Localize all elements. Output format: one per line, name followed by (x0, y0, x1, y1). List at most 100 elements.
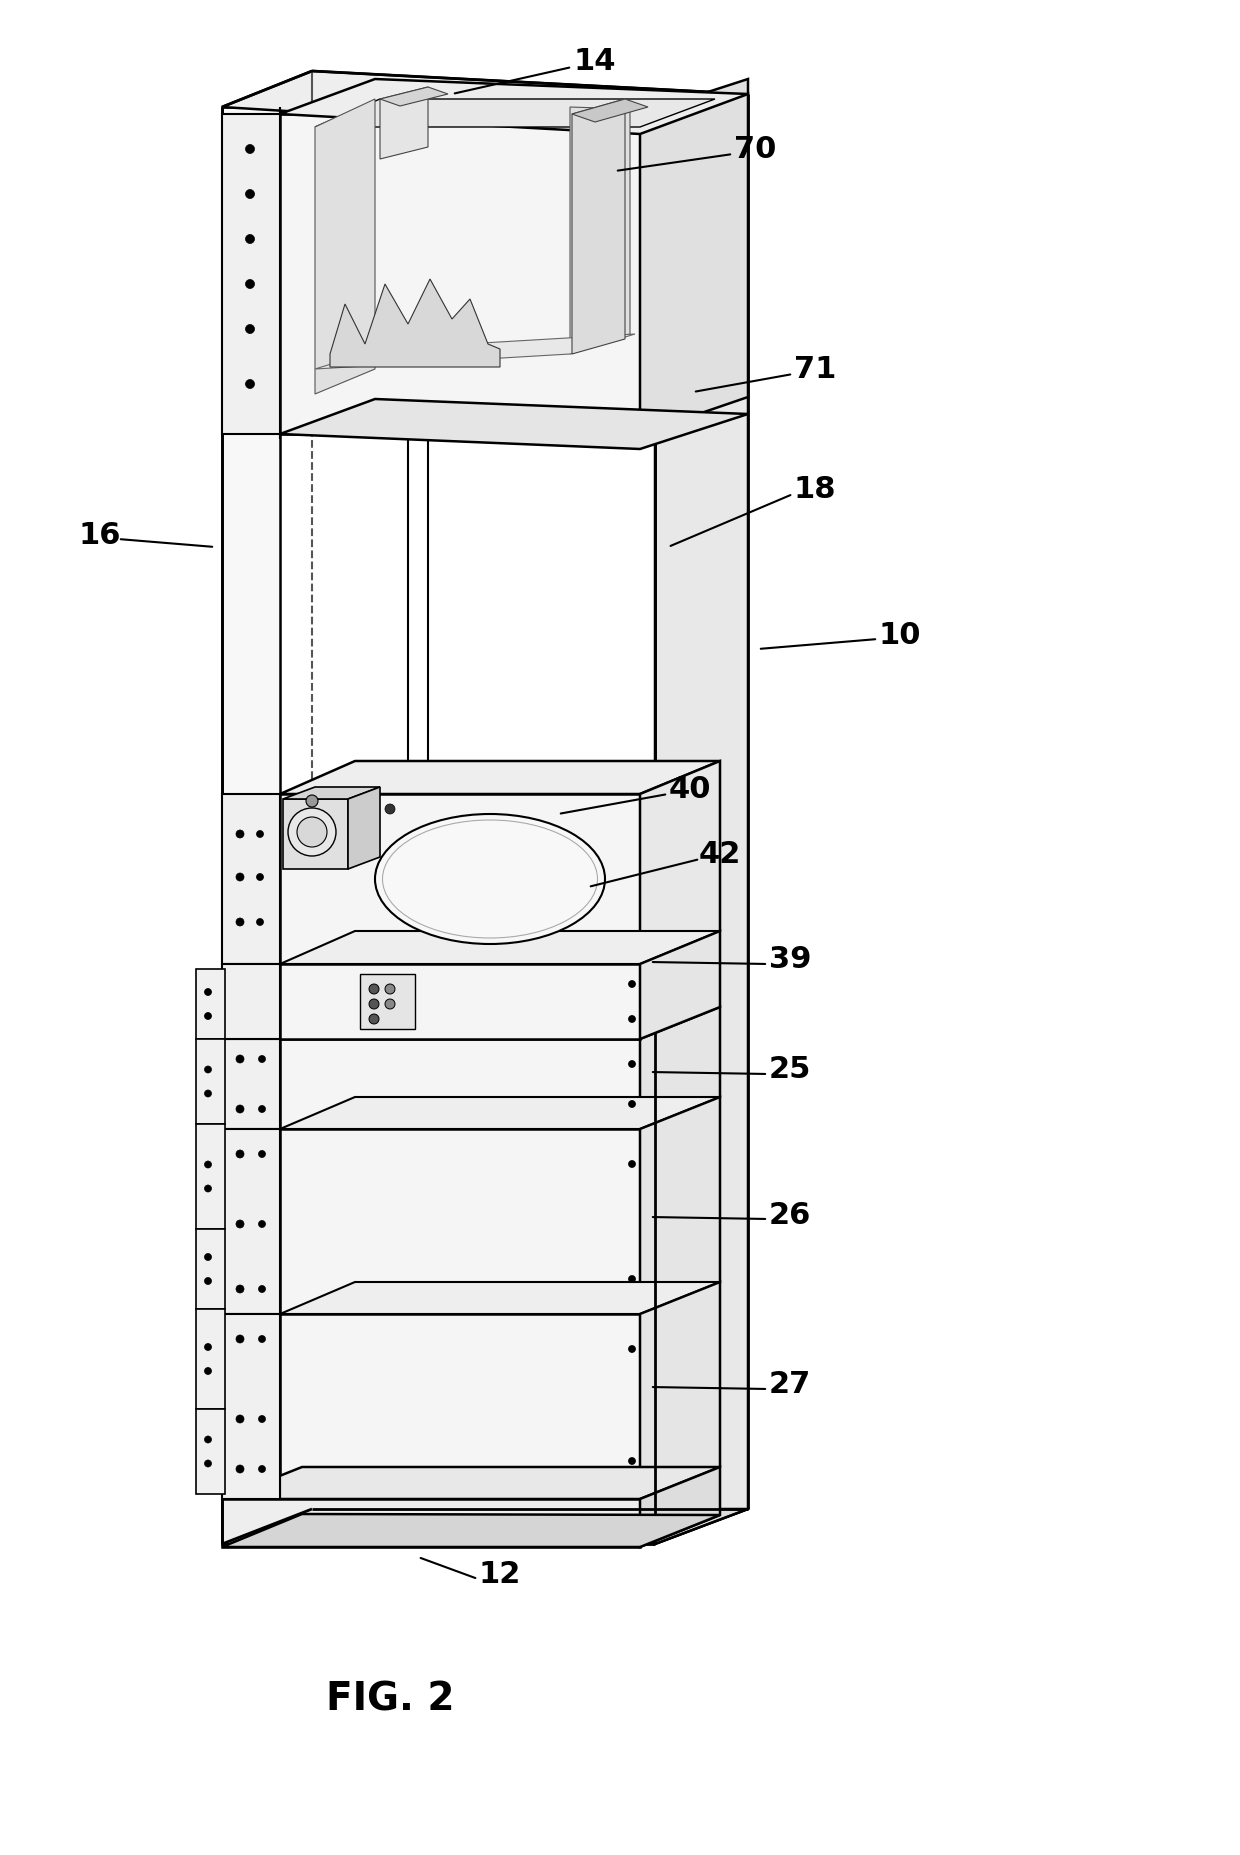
Polygon shape (196, 970, 224, 1039)
Polygon shape (196, 1124, 224, 1230)
Circle shape (205, 1436, 212, 1443)
Circle shape (236, 831, 244, 838)
Circle shape (629, 981, 635, 989)
Circle shape (205, 1367, 212, 1375)
Polygon shape (280, 1007, 720, 1039)
Polygon shape (196, 1039, 224, 1124)
Text: 40: 40 (668, 775, 712, 803)
Circle shape (236, 1221, 244, 1228)
Circle shape (205, 1091, 212, 1098)
Polygon shape (570, 108, 630, 354)
Circle shape (236, 918, 244, 926)
Polygon shape (222, 72, 748, 135)
Circle shape (629, 1100, 635, 1107)
Polygon shape (640, 931, 720, 1039)
Text: 71: 71 (794, 356, 836, 384)
Polygon shape (280, 794, 640, 965)
Text: 25: 25 (769, 1055, 811, 1083)
Polygon shape (196, 1310, 224, 1410)
Circle shape (236, 1415, 244, 1423)
Circle shape (236, 1055, 244, 1063)
Polygon shape (222, 115, 280, 434)
Circle shape (205, 989, 212, 996)
Circle shape (629, 1161, 635, 1169)
Circle shape (629, 1276, 635, 1284)
Circle shape (258, 1336, 265, 1343)
Circle shape (246, 191, 254, 198)
Circle shape (236, 1106, 244, 1113)
Ellipse shape (374, 814, 605, 944)
Polygon shape (280, 762, 720, 794)
Circle shape (246, 236, 254, 245)
Polygon shape (572, 100, 625, 354)
Circle shape (370, 1015, 379, 1024)
Polygon shape (196, 1410, 224, 1493)
Polygon shape (280, 1039, 640, 1130)
Polygon shape (315, 100, 715, 128)
Circle shape (205, 1067, 212, 1074)
Polygon shape (222, 1510, 748, 1543)
Text: 26: 26 (769, 1200, 811, 1228)
Text: 42: 42 (699, 840, 742, 868)
Polygon shape (222, 794, 280, 965)
Circle shape (205, 1343, 212, 1350)
Polygon shape (283, 800, 348, 870)
Polygon shape (315, 100, 374, 395)
Polygon shape (348, 788, 379, 870)
Text: 12: 12 (479, 1560, 521, 1588)
Polygon shape (196, 1230, 224, 1310)
Polygon shape (315, 334, 635, 369)
Circle shape (384, 805, 396, 814)
Polygon shape (222, 1130, 280, 1315)
Circle shape (257, 918, 263, 926)
Polygon shape (222, 1467, 720, 1499)
Circle shape (236, 874, 244, 881)
Polygon shape (222, 1499, 640, 1547)
Circle shape (306, 796, 317, 807)
Circle shape (298, 818, 327, 848)
Text: 16: 16 (79, 519, 122, 549)
Circle shape (629, 1458, 635, 1465)
Circle shape (257, 831, 263, 838)
Circle shape (246, 280, 254, 289)
Circle shape (629, 1017, 635, 1022)
Circle shape (258, 1221, 265, 1228)
Circle shape (257, 874, 263, 881)
Polygon shape (280, 80, 748, 135)
Polygon shape (572, 100, 649, 122)
Circle shape (236, 1150, 244, 1158)
Text: 27: 27 (769, 1369, 811, 1399)
Circle shape (205, 1185, 212, 1193)
Polygon shape (222, 1514, 720, 1547)
Polygon shape (640, 1467, 720, 1547)
Circle shape (258, 1150, 265, 1158)
Polygon shape (222, 1315, 280, 1499)
Circle shape (258, 1415, 265, 1423)
Polygon shape (655, 95, 748, 1543)
Polygon shape (280, 1130, 640, 1315)
Polygon shape (280, 1315, 640, 1499)
Circle shape (288, 809, 336, 857)
Circle shape (384, 1000, 396, 1009)
Circle shape (629, 1061, 635, 1068)
Circle shape (629, 1345, 635, 1352)
Circle shape (205, 1013, 212, 1020)
Polygon shape (222, 1039, 280, 1130)
Polygon shape (222, 965, 280, 1039)
Circle shape (236, 1336, 244, 1343)
Circle shape (246, 325, 254, 334)
Circle shape (205, 1460, 212, 1467)
Polygon shape (280, 1098, 720, 1130)
Circle shape (246, 380, 254, 390)
Text: 39: 39 (769, 944, 811, 974)
Polygon shape (640, 1007, 720, 1130)
Text: FIG. 2: FIG. 2 (326, 1681, 454, 1718)
Polygon shape (640, 762, 720, 965)
Circle shape (246, 145, 254, 154)
Circle shape (205, 1254, 212, 1261)
Polygon shape (280, 965, 640, 1039)
Text: 70: 70 (734, 135, 776, 165)
Text: 10: 10 (879, 620, 921, 649)
Polygon shape (283, 788, 379, 800)
Polygon shape (379, 87, 448, 108)
